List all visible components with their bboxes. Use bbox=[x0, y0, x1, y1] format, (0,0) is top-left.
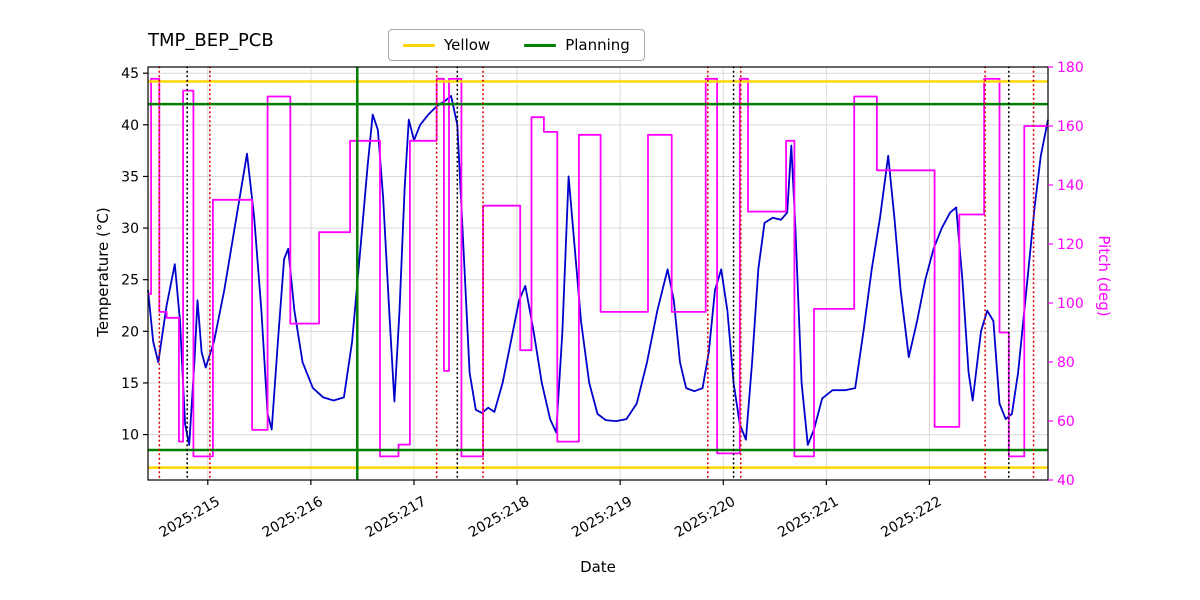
y-tick-label-left: 25 bbox=[121, 273, 139, 289]
legend-label-yellow: Yellow bbox=[444, 36, 491, 54]
y-tick-label-left: 30 bbox=[121, 221, 139, 237]
temperature-line bbox=[147, 95, 1049, 446]
x-tick-label: 2025:215 bbox=[157, 494, 223, 541]
x-tick-label: 2025:216 bbox=[260, 494, 326, 541]
plot-background bbox=[148, 67, 1048, 480]
x-tick-label: 2025:222 bbox=[878, 494, 944, 541]
legend-item-planning: Planning bbox=[524, 36, 630, 54]
legend: Yellow Planning bbox=[388, 29, 645, 61]
legend-item-yellow: Yellow bbox=[403, 36, 490, 54]
yellow-line-swatch-icon bbox=[403, 43, 435, 47]
y-tick-label-left: 20 bbox=[121, 324, 139, 340]
y-tick-label-right: 40 bbox=[1057, 473, 1075, 489]
y-tick-label-right: 60 bbox=[1057, 414, 1075, 430]
y-tick-label-left: 45 bbox=[121, 66, 139, 82]
y-tick-label-left: 35 bbox=[121, 169, 139, 185]
x-tick-label: 2025:219 bbox=[569, 494, 635, 541]
right-axis-label: Pitch (deg) bbox=[1095, 235, 1113, 317]
y-tick-label-left: 15 bbox=[121, 376, 139, 392]
y-tick-label-right: 100 bbox=[1057, 296, 1084, 312]
x-tick-label: 2025:218 bbox=[466, 494, 532, 541]
left-axis-label: Temperature (°C) bbox=[94, 207, 112, 337]
y-tick-label-right: 160 bbox=[1057, 119, 1084, 135]
y-tick-label-right: 180 bbox=[1057, 60, 1084, 76]
x-axis-label: Date bbox=[580, 558, 616, 576]
pitch-line bbox=[148, 77, 1048, 458]
x-tick-label: 2025:217 bbox=[363, 494, 429, 541]
y-tick-label-right: 80 bbox=[1057, 355, 1075, 371]
chart-title: TMP_BEP_PCB bbox=[148, 30, 274, 51]
y-tick-label-left: 40 bbox=[121, 118, 139, 134]
y-tick-label-right: 120 bbox=[1057, 237, 1084, 253]
x-tick-label: 2025:221 bbox=[775, 494, 841, 541]
x-tick-label: 2025:220 bbox=[672, 494, 738, 541]
planning-line-swatch-icon bbox=[524, 43, 557, 47]
y-tick-label-left: 10 bbox=[121, 428, 139, 444]
y-tick-label-right: 140 bbox=[1057, 178, 1084, 194]
plot-frame bbox=[147, 66, 1049, 481]
legend-label-planning: Planning bbox=[565, 36, 630, 54]
